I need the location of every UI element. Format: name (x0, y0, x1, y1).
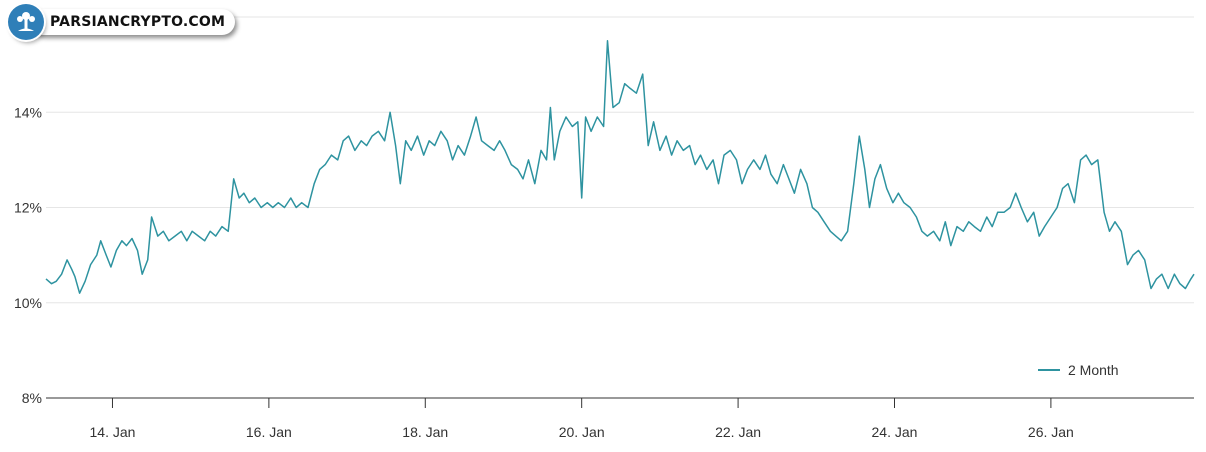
legend-label[interactable]: 2 Month (1068, 362, 1119, 378)
x-tick-label: 18. Jan (402, 424, 448, 440)
series-line[interactable] (45, 40, 1195, 294)
watermark-text: PARSIANCRYPTO.COM (30, 9, 236, 35)
legend[interactable]: 2 Month (1038, 362, 1119, 378)
x-tick-label: 20. Jan (559, 424, 605, 440)
x-tick-label: 22. Jan (715, 424, 761, 440)
x-tick-label: 26. Jan (1028, 424, 1074, 440)
y-tick-label: 12% (14, 200, 42, 216)
y-tick-label: 14% (14, 104, 42, 120)
x-tick-label: 16. Jan (246, 424, 292, 440)
y-tick-label: 8% (22, 390, 42, 406)
x-axis: 14. Jan 16. Jan 18. Jan 20. Jan 22. Jan 24. J… (46, 397, 1194, 440)
x-tick-label: 14. Jan (90, 424, 136, 440)
watermark: PARSIANCRYPTO.COM (8, 4, 236, 40)
gridlines (46, 16, 1194, 304)
y-tick-label: 10% (14, 295, 42, 311)
series-layer (45, 40, 1195, 294)
tree-logo-icon (8, 4, 44, 40)
y-axis-ticks: 8% 10% 12% 14% (14, 104, 42, 406)
x-tick-label: 24. Jan (872, 424, 918, 440)
